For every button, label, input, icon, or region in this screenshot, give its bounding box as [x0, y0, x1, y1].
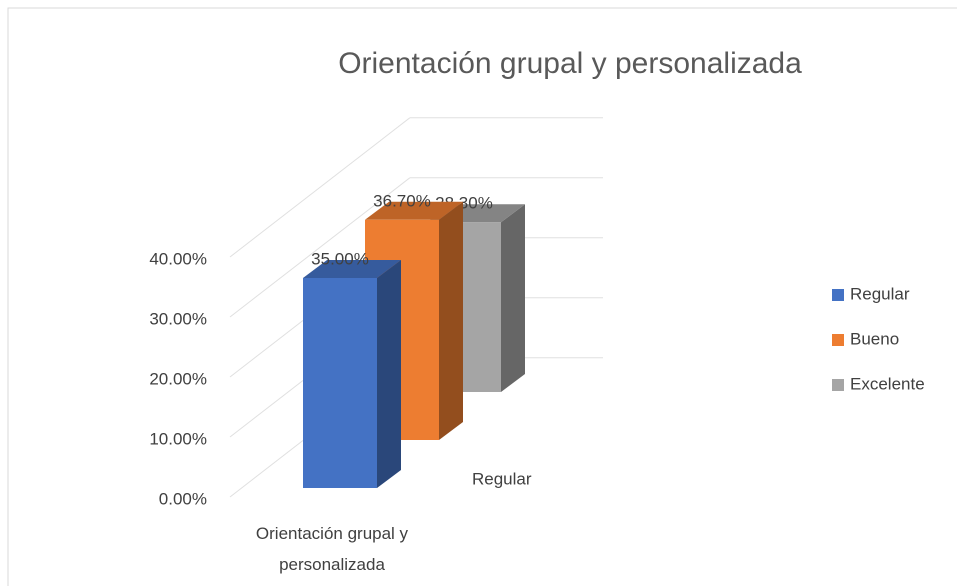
bar-top — [303, 260, 401, 278]
y-tick-label: 10.00% — [149, 429, 207, 448]
bar-side — [439, 201, 463, 440]
chart-title: Orientación grupal y personalizada — [338, 47, 802, 80]
bar-side — [501, 204, 525, 392]
legend-label: Regular — [850, 284, 910, 303]
grid-line — [229, 117, 411, 258]
data-label: 35.00% — [311, 249, 369, 268]
y-tick-label: 20.00% — [149, 369, 207, 388]
legend-swatch — [832, 334, 844, 346]
grid-line — [229, 177, 411, 318]
x-tick-label: Orientación grupal y personalizada — [255, 524, 409, 574]
bar-top — [365, 201, 463, 220]
data-label: 36.70% — [373, 191, 431, 210]
depth-axis-label: Regular — [472, 469, 532, 488]
y-tick-label: 30.00% — [149, 309, 207, 328]
legend-label: Bueno — [850, 329, 899, 348]
bar-side — [377, 260, 401, 488]
legend-swatch — [832, 379, 844, 391]
legend-swatch — [832, 289, 844, 301]
bar — [303, 278, 377, 488]
y-tick-label: 0.00% — [159, 489, 207, 508]
y-tick-label: 40.00% — [149, 249, 207, 268]
legend-label: Excelente — [850, 374, 925, 393]
